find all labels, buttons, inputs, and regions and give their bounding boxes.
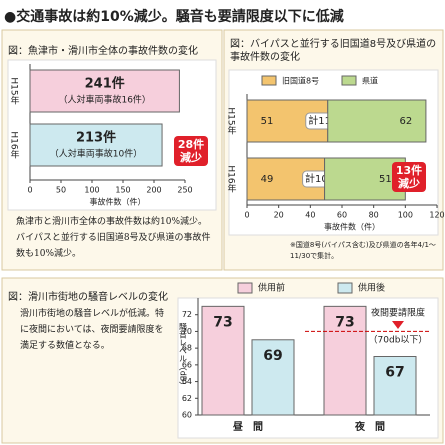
legend-label: 県道 [362, 76, 378, 86]
x-tick-label: 250 [177, 186, 192, 195]
data-label: 62 [400, 116, 413, 127]
chart-title: 図：バイパスと並行する旧国道8号及び県道の事故件数の変化 [230, 39, 437, 63]
x-tick-label: 40 [305, 211, 315, 220]
plot-bg [228, 69, 439, 236]
y-tick-label: 68 [182, 344, 192, 353]
y-tick-label: H16年 [226, 165, 237, 193]
callout: 28件減少 [174, 136, 208, 166]
y-tick-label: 62 [182, 394, 192, 403]
legend-label: 旧国道8号 [282, 76, 319, 86]
description: 滑川市街地の騒音レベルが低減。特に夜間においては、夜間要請限度を満足する数値とな… [20, 309, 165, 351]
bar-segment [327, 99, 427, 143]
x-tick-label: 0 [244, 211, 249, 220]
reference-sublabel: （70db以下） [369, 335, 428, 346]
bar [251, 339, 295, 416]
x-tick-label: 50 [56, 186, 66, 195]
x-tick-label: 20 [274, 211, 284, 220]
legend-swatch [341, 75, 357, 86]
page-title: ●交通事故は約10%減少。騒音も要請限度以下に低減 [4, 9, 344, 25]
data-label: 213件 [76, 130, 116, 146]
data-label: 67 [385, 365, 404, 381]
bar-note: （人対車両事故16件） [58, 94, 150, 106]
data-label: 73 [213, 314, 232, 330]
y-axis-label: 騒音レベル（dB） [179, 323, 188, 390]
x-tick-label: 0 [27, 186, 32, 195]
x-axis-label: 事故件数（件） [90, 197, 146, 207]
y-tick-label: 66 [182, 360, 192, 369]
x-tick-label: 100 [84, 186, 99, 195]
bar [323, 305, 367, 416]
x-tick-label: 150 [115, 186, 130, 195]
reference-marker [392, 321, 404, 329]
bar [29, 69, 180, 113]
legend-swatch [237, 282, 253, 294]
data-label: 241件 [85, 76, 125, 92]
data-label: 69 [263, 348, 282, 364]
y-tick-label: 64 [182, 377, 192, 386]
legend-label: 供用前 [258, 282, 285, 294]
x-tick-label: 昼 間 [233, 421, 263, 433]
description: 魚津市と滑川市全体の事故件数は約10%減少。バイパスと並行する旧国道8号及び県道… [16, 217, 211, 259]
y-tick-label: H16年 [9, 131, 20, 159]
x-tick-label: 120 [429, 211, 444, 220]
x-tick-label: 夜 間 [354, 420, 385, 433]
bar-note: （人対車両事故10件） [50, 148, 142, 160]
x-tick-label: 100 [398, 211, 413, 220]
reference-label: 夜間要請限度 [371, 307, 425, 319]
data-label: 51 [261, 116, 274, 127]
bar [201, 305, 245, 416]
y-tick-label: H15年 [9, 77, 20, 105]
data-label: 51 [379, 174, 392, 185]
x-tick-label: 60 [337, 211, 347, 220]
x-tick-label: 80 [369, 211, 379, 220]
chart-title: 図：魚津市・滑川市全体の事故件数の変化 [8, 46, 198, 57]
y-tick-label: 60 [182, 411, 192, 420]
data-label: 49 [261, 174, 274, 185]
y-tick-label: 72 [182, 310, 192, 319]
data-label: 73 [335, 314, 354, 330]
x-axis-label: 事故件数（件） [324, 222, 380, 232]
bar [373, 356, 417, 416]
y-tick-label: H15年 [226, 107, 237, 135]
bar [29, 123, 163, 167]
callout: 13件減少 [392, 162, 426, 192]
x-tick-label: 200 [146, 186, 161, 195]
legend-swatch [337, 282, 353, 294]
legend-label: 供用後 [358, 282, 385, 294]
chart-title: 図：滑川市街地の騒音レベルの変化 [8, 292, 168, 303]
legend-swatch [261, 75, 277, 86]
note: ※国道8号(バイパス含む)及び県道の各年4/1〜11/30で集計。 [290, 241, 436, 260]
y-tick-label: 70 [182, 327, 192, 336]
